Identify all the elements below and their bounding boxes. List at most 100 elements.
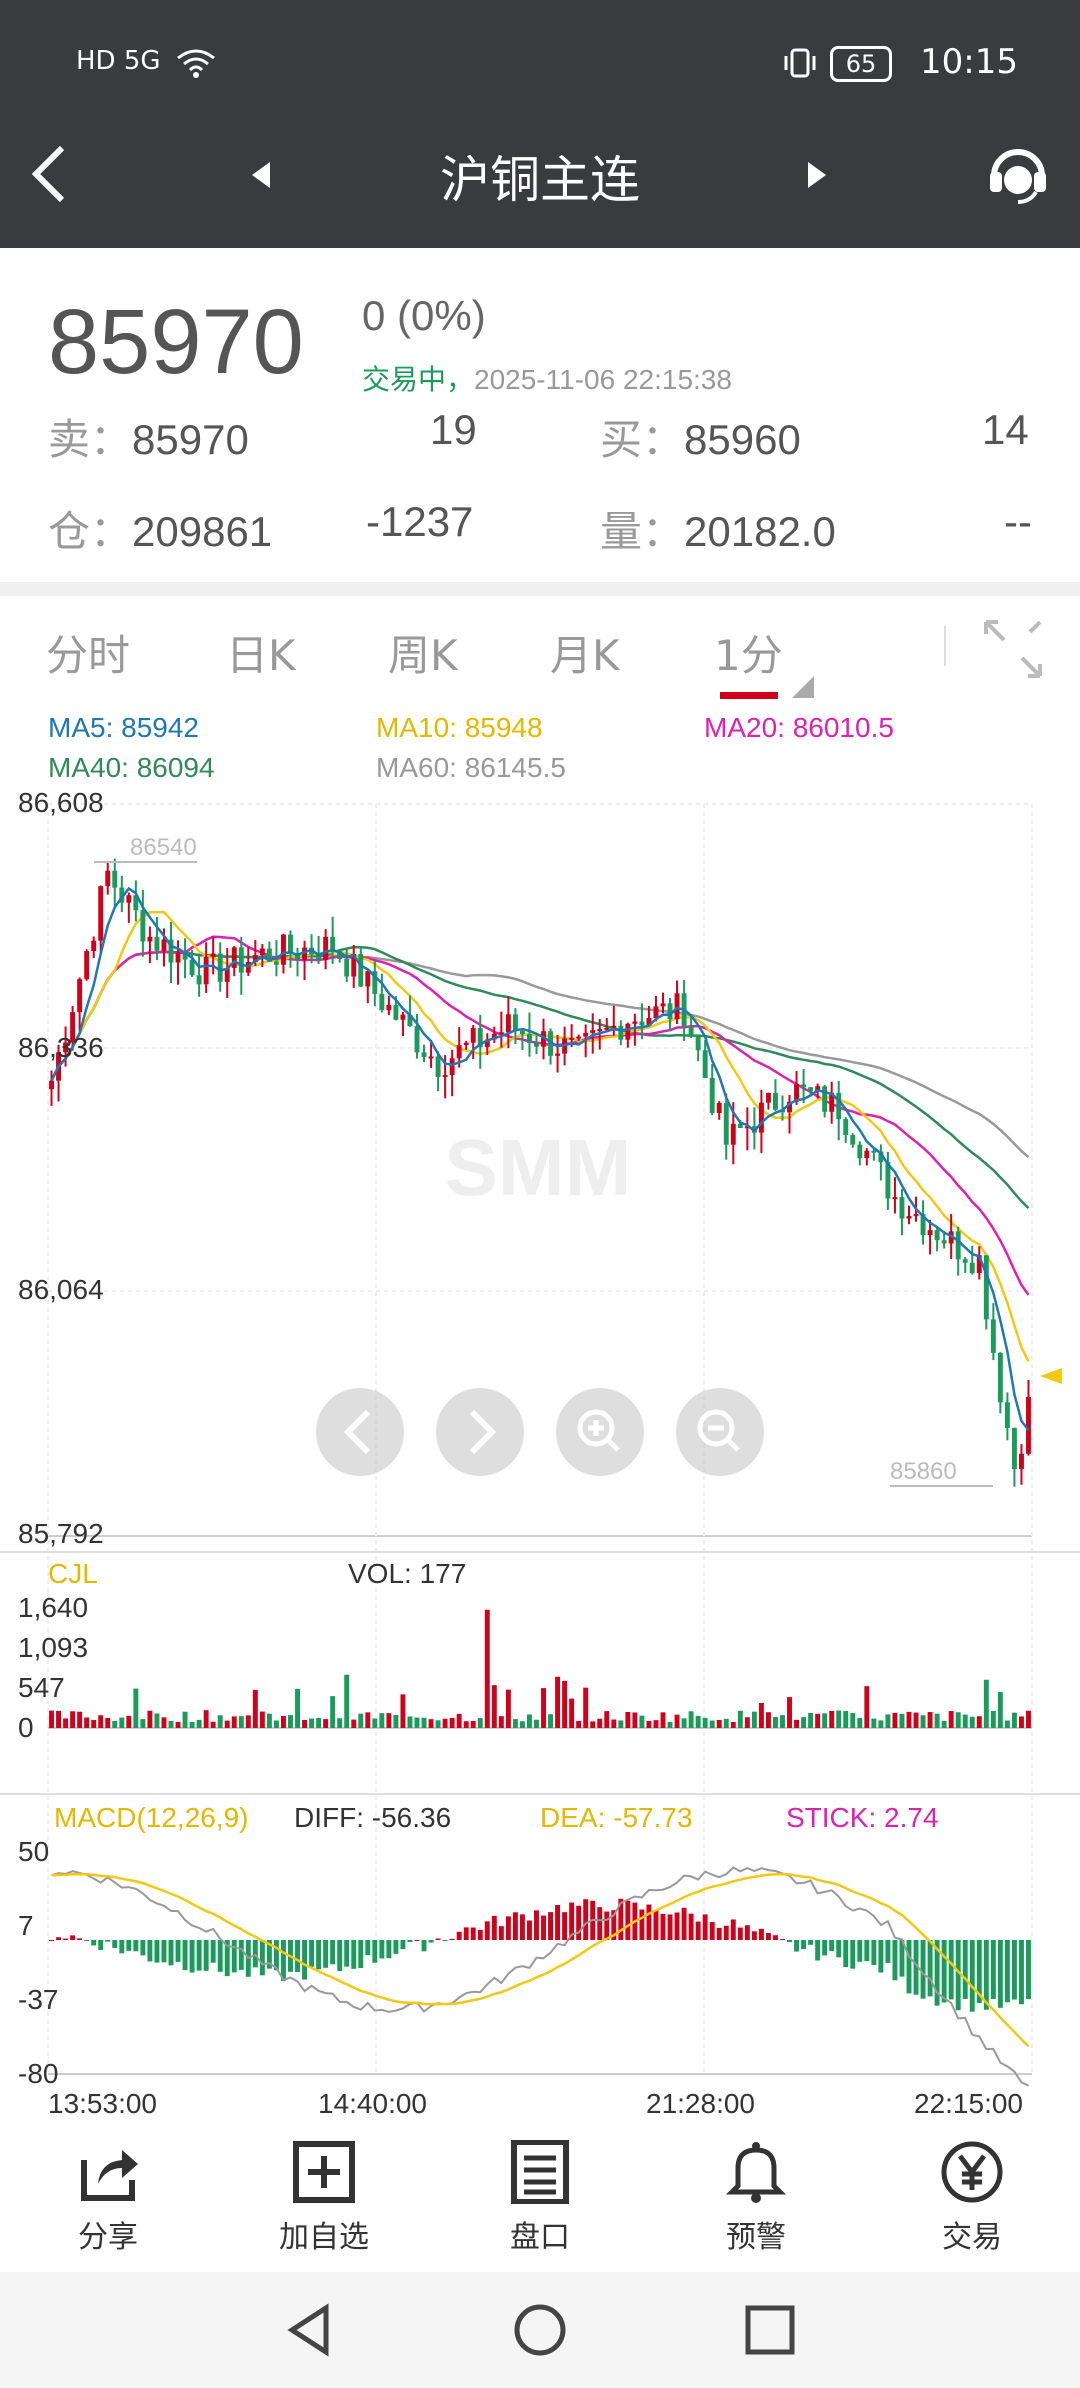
macd-bar [337,1940,343,1971]
candle-body [716,1103,722,1113]
macd-bar [393,1940,399,1954]
macd-bar [1026,1940,1031,2000]
zoom-out-button[interactable] [676,1388,764,1476]
macd-bar [667,1914,673,1940]
order-book-button[interactable]: 盘口 [470,2139,610,2256]
scroll-left-button[interactable] [316,1388,404,1476]
fullscreen-icon[interactable] [982,618,1044,680]
tab-1min[interactable]: 1分 [714,631,783,680]
customer-service-icon[interactable] [986,142,1050,206]
tab-intraday[interactable]: 分时 [46,631,131,680]
tab-monthly-k[interactable]: 月K [550,631,620,680]
macd-bar [653,1910,659,1940]
macd-bar [983,1940,989,2010]
macd-bar [421,1940,427,1952]
volume-bar [801,1717,807,1728]
candle-body [702,1050,708,1078]
macd-bar [695,1921,701,1940]
candle-body [611,1025,617,1028]
candle-body [266,948,272,962]
macd-bar [646,1904,652,1940]
candle-body [934,1230,940,1241]
prev-contract-icon[interactable] [248,160,272,190]
macd-axis-label: -80 [18,2058,59,2089]
volume-label: 量： [600,508,685,555]
macd-bar [365,1940,371,1956]
volume-bar [836,1710,842,1728]
volume-bar [878,1720,884,1728]
macd-bar [758,1928,764,1940]
quote-datetime: 2025-11-06 22:15:38 [474,364,732,395]
alert-label: 预警 [726,2220,786,2255]
macd-bar [189,1940,195,1973]
candle-body [189,959,195,976]
time-axis-label: 22:15:00 [914,2088,1023,2119]
time-axis-label: 21:28:00 [646,2088,755,2119]
volume-bar [196,1719,202,1728]
macd-bar [266,1940,272,1969]
back-icon[interactable] [28,144,68,204]
tab-dropdown-icon[interactable] [792,676,814,698]
candle-body [990,1319,996,1353]
candle-body [323,936,329,960]
candle-body [829,1092,835,1112]
buy-price: 85960 [684,416,801,463]
candle-body [182,952,188,960]
macd-stick: STICK: 2.74 [786,1802,939,1833]
volume-bar [140,1719,146,1728]
add-favorite-button[interactable]: 加自选 [254,2140,394,2256]
volume-axis-label: 1,640 [18,1592,89,1623]
kline-chart[interactable]: SMM [0,780,1080,2120]
nav-recents-icon[interactable] [742,2302,798,2358]
volume-bar [161,1717,167,1728]
candle-body [470,1028,476,1043]
candle-body [871,1150,877,1153]
macd-bar [737,1927,743,1940]
macd-bar [175,1940,181,1962]
macd-dea-line [51,1872,1030,2048]
macd-bar [808,1940,814,1945]
scroll-right-button[interactable] [436,1388,524,1476]
volume-bar [772,1717,778,1728]
volume-change: -- [1004,498,1032,545]
candle-body [997,1352,1003,1403]
volume-bar [91,1720,97,1728]
volume-bar [857,1717,863,1728]
macd-bar [161,1940,167,1963]
trade-button[interactable]: 交易 [902,2140,1042,2256]
volume-bar [379,1713,385,1728]
volume-axis-label: 547 [18,1672,65,1703]
candle-body [625,1023,631,1040]
candle-body [84,951,90,980]
sell-label: 卖： [48,416,133,463]
alert-button[interactable]: 预警 [686,2140,826,2256]
macd-bar [927,1940,933,1997]
candle-body [63,1042,69,1053]
volume-bars [49,1609,1031,1728]
tab-weekly-k[interactable]: 周K [388,631,458,680]
macd-bar [456,1931,462,1940]
candle-body [358,953,364,987]
nav-back-icon[interactable] [282,2302,338,2358]
zoom-in-button[interactable] [556,1388,644,1476]
nav-home-icon[interactable] [512,2302,568,2358]
candle-body [737,1123,743,1128]
macd-bar [906,1940,912,1994]
candle-body [316,954,322,960]
candle-body [351,953,357,977]
macd-bar [569,1902,575,1940]
tab-daily-k[interactable]: 日K [226,631,296,680]
macd-bar [428,1940,434,1943]
volume-bar [780,1715,785,1728]
yuan-icon [941,2141,1003,2203]
order-book-icon [511,2139,569,2205]
volume-bar [892,1712,898,1728]
candle-body [224,967,230,982]
next-contract-icon[interactable] [806,160,830,190]
candle-body [555,1053,561,1056]
macd-bar [182,1940,188,1971]
buy-label: 买： [600,416,685,463]
share-button[interactable]: 分享 [38,2140,178,2256]
high-price-mark: 86540 [94,834,197,863]
volume-bar [723,1718,729,1728]
